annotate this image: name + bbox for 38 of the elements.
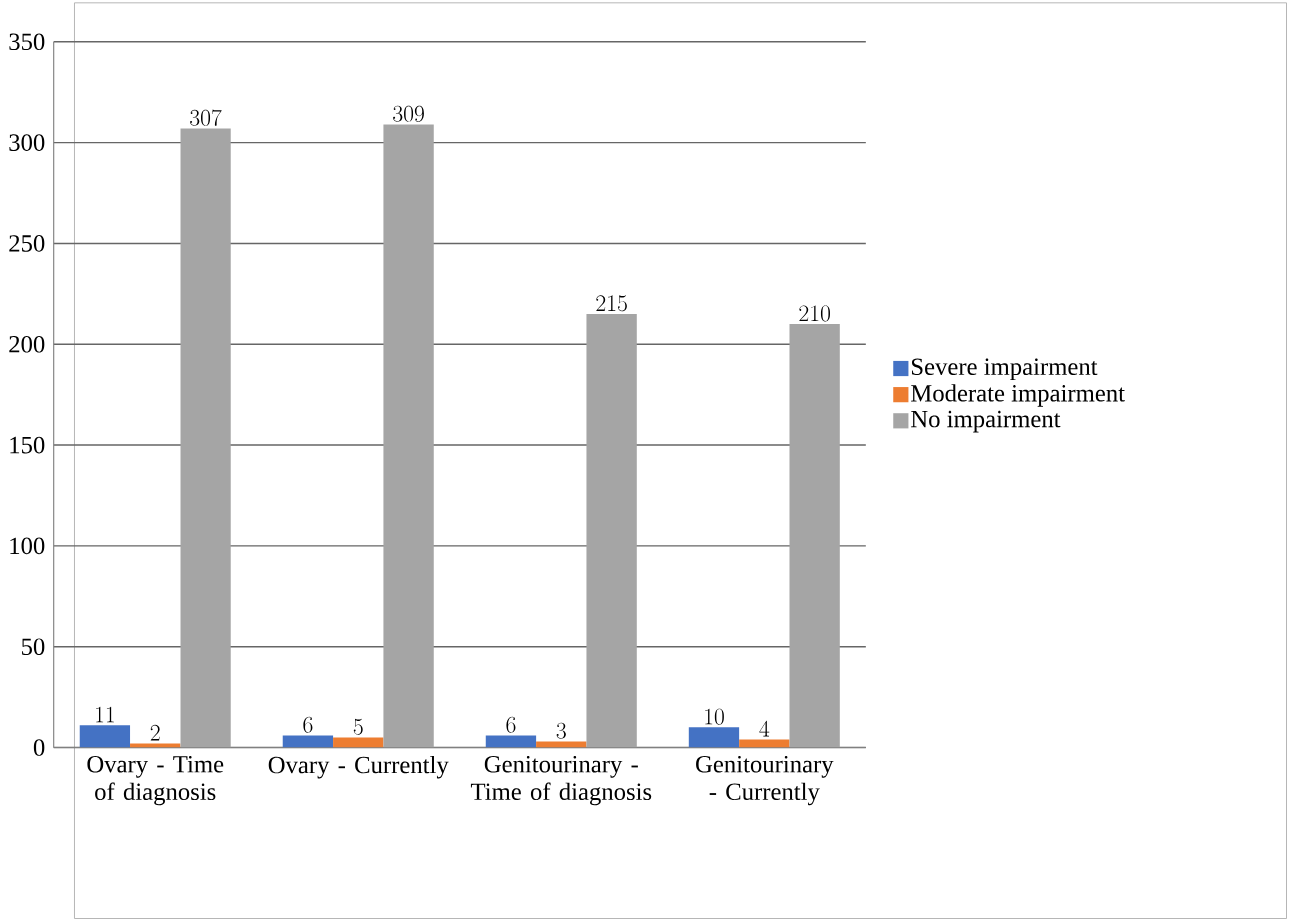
legend-label: No impairment (911, 410, 1061, 433)
data-label: 307 (190, 109, 222, 126)
bar (586, 313, 637, 748)
data-label: 215 (596, 295, 627, 312)
y-tick-label: 350 (9, 33, 45, 50)
x-tick-label: Genitourinary - Time of diagnosis (470, 755, 652, 806)
bar (180, 128, 231, 748)
bar (485, 735, 537, 748)
y-tick-label: 300 (9, 134, 45, 151)
bar (739, 739, 790, 748)
y-tick-label: 50 (22, 638, 45, 655)
bar (333, 737, 384, 748)
bar (282, 735, 334, 748)
y-tick-label: 0 (33, 739, 45, 756)
legend-label: Moderate impairment (911, 384, 1125, 407)
data-label: 6 (303, 716, 313, 733)
data-label: 11 (96, 706, 114, 723)
bar (789, 323, 840, 748)
bar (688, 727, 740, 748)
y-tick-label: 100 (10, 537, 45, 555)
legend-label: Severe impairment (911, 358, 1098, 380)
data-label: 309 (393, 105, 424, 122)
data-label: 2 (150, 724, 160, 741)
data-label: 210 (799, 305, 830, 322)
y-tick-label: 200 (9, 335, 45, 353)
bar (383, 124, 434, 748)
x-tick-label: Genitourinary - Currently (696, 755, 834, 806)
bar (536, 741, 587, 748)
data-label: 10 (705, 708, 724, 725)
x-tick-label: Ovary - Currently (268, 755, 449, 779)
y-tick-label: 150 (10, 436, 45, 454)
y-tick-label: 250 (9, 234, 45, 252)
data-label: 3 (556, 722, 566, 739)
data-label: 6 (506, 716, 516, 733)
data-label: 4 (759, 720, 770, 737)
bar (79, 725, 131, 748)
data-label: 5 (353, 718, 363, 735)
x-tick-label: Ovary - Time of diagnosis (87, 755, 224, 806)
